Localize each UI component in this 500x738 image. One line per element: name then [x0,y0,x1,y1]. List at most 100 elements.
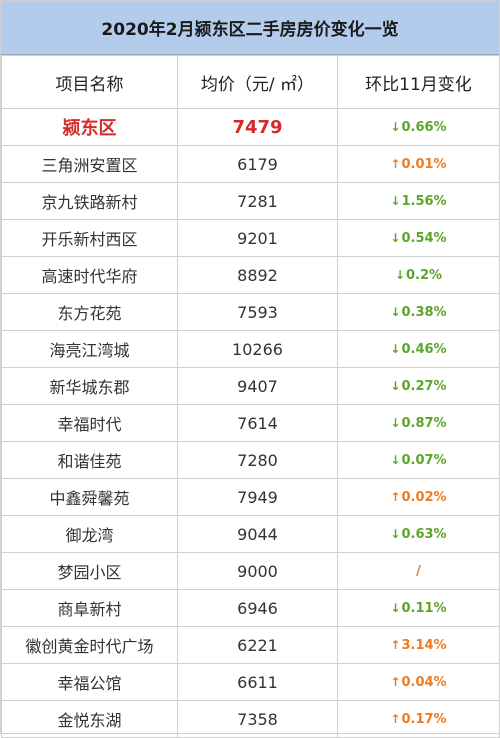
change-cell: ↑3.14% [337,626,500,664]
change-value: 0.01% [401,156,447,172]
project-name-cell: 三角洲安置区 [1,145,178,183]
avg-price-cell: 10266 [177,330,338,368]
change-value: 0.2% [406,267,443,283]
table-row: 金悦东湖 7358 ↑0.17% [1,700,500,738]
table-row: 徽创黄金时代广场 6221 ↑3.14% [1,626,500,664]
arrow-down-icon: ↓ [390,378,401,393]
arrow-down-icon: ↓ [390,119,401,134]
change-value: 0.63% [401,526,447,542]
table-row: 御龙湾 9044 ↓0.63% [1,515,500,553]
change-cell: / [337,552,500,590]
change-cell: ↑0.04% [337,663,500,701]
change-cell: ↑0.17% [337,700,500,738]
table-row: 中鑫舜馨苑 7949 ↑0.02% [1,478,500,516]
project-name-cell: 徽创黄金时代广场 [1,626,178,664]
change-value: 0.46% [401,341,447,357]
table-row: 开乐新村西区 9201 ↓0.54% [1,219,500,257]
change-cell: ↓0.07% [337,441,500,479]
change-cell: ↓0.63% [337,515,500,553]
project-name-cell: 幸福时代 [1,404,178,442]
change-cell: ↓0.11% [337,589,500,627]
arrow-down-icon: ↓ [394,267,405,282]
change-cell: ↓0.27% [337,367,500,405]
project-name-cell: 开乐新村西区 [1,219,178,257]
project-name-cell: 商阜新村 [1,589,178,627]
table-row: 商阜新村 6946 ↓0.11% [1,589,500,627]
table-row: 东方花苑 7593 ↓0.38% [1,293,500,331]
arrow-down-icon: ↓ [390,415,401,430]
project-name-cell: 新华城东郡 [1,367,178,405]
change-cell: ↓0.46% [337,330,500,368]
avg-price-cell: 7479 [177,108,338,146]
arrow-down-icon: ↓ [390,452,401,467]
arrow-down-icon: ↓ [390,526,401,541]
change-cell: ↓0.87% [337,404,500,442]
project-name-cell: 御龙湾 [1,515,178,553]
change-value: 0.27% [401,378,447,394]
table-row: 幸福公馆 6611 ↑0.04% [1,663,500,701]
avg-price-cell: 7358 [177,700,338,738]
change-value: 0.11% [401,600,447,616]
change-value: 1.56% [401,193,447,209]
arrow-up-icon: ↑ [390,489,401,504]
project-name-cell: 幸福公馆 [1,663,178,701]
project-name-cell: 金悦东湖 [1,700,178,738]
table-row: 三角洲安置区 6179 ↑0.01% [1,145,500,183]
change-cell: ↓0.54% [337,219,500,257]
arrow-down-icon: ↓ [390,304,401,319]
avg-price-cell: 6179 [177,145,338,183]
project-name-cell: 东方花苑 [1,293,178,331]
header-change: 环比11月变化 [337,55,500,109]
avg-price-cell: 6221 [177,626,338,664]
table-row: 新华城东郡 9407 ↓0.27% [1,367,500,405]
table-row: 颍东区 7479 ↓0.66% [1,108,500,146]
avg-price-cell: 7949 [177,478,338,516]
avg-price-cell: 6946 [177,589,338,627]
avg-price-cell: 7614 [177,404,338,442]
header-price: 均价（元/ ㎡） [177,55,338,109]
avg-price-cell: 7280 [177,441,338,479]
arrow-down-icon: ↓ [390,193,401,208]
change-cell: ↓0.38% [337,293,500,331]
project-name-cell: 高速时代华府 [1,256,178,294]
avg-price-cell: 6611 [177,663,338,701]
table-row: 幸福时代 7614 ↓0.87% [1,404,500,442]
header-name: 项目名称 [1,55,178,109]
arrow-down-icon: ↓ [390,341,401,356]
project-name-cell: 海亮江湾城 [1,330,178,368]
change-value: 0.07% [401,452,447,468]
avg-price-cell: 9407 [177,367,338,405]
change-cell: ↑0.01% [337,145,500,183]
table-title: 2020年2月颍东区二手房房价变化一览 [1,1,499,55]
avg-price-cell: 7593 [177,293,338,331]
table-row: 梦园小区 9000 / [1,552,500,590]
change-value: 0.38% [401,304,447,320]
change-cell: ↑0.02% [337,478,500,516]
change-value: 0.66% [401,119,447,135]
table-body: 颍东区 7479 ↓0.66% 三角洲安置区 6179 ↑0.01% 京九铁路新村 7281 ↓… [1,108,500,738]
arrow-down-icon: ↓ [390,230,401,245]
arrow-up-icon: ↑ [390,637,401,652]
change-value: 0.54% [401,230,447,246]
avg-price-cell: 8892 [177,256,338,294]
project-name-cell: 京九铁路新村 [1,182,178,220]
change-value: 0.17% [401,711,447,727]
avg-price-cell: 7281 [177,182,338,220]
project-name-cell: 和谐佳苑 [1,441,178,479]
header-row: 项目名称 均价（元/ ㎡） 环比11月变化 [1,55,500,109]
change-value: 3.14% [401,637,447,653]
change-cell: ↓0.66% [337,108,500,146]
change-value: 0.02% [401,489,447,505]
avg-price-cell: 9044 [177,515,338,553]
avg-price-cell: 9201 [177,219,338,257]
price-table: 项目名称 均价（元/ ㎡） 环比11月变化 颍东区 7479 ↓0.66% 三角洲安置… [1,55,500,738]
arrow-up-icon: ↑ [390,674,401,689]
arrow-down-icon: ↓ [390,600,401,615]
table-row: 高速时代华府 8892 ↓0.2% [1,256,500,294]
project-name-cell: 中鑫舜馨苑 [1,478,178,516]
avg-price-cell: 9000 [177,552,338,590]
change-value: 0.04% [401,674,447,690]
change-cell: ↓1.56% [337,182,500,220]
change-value: 0.87% [401,415,447,431]
